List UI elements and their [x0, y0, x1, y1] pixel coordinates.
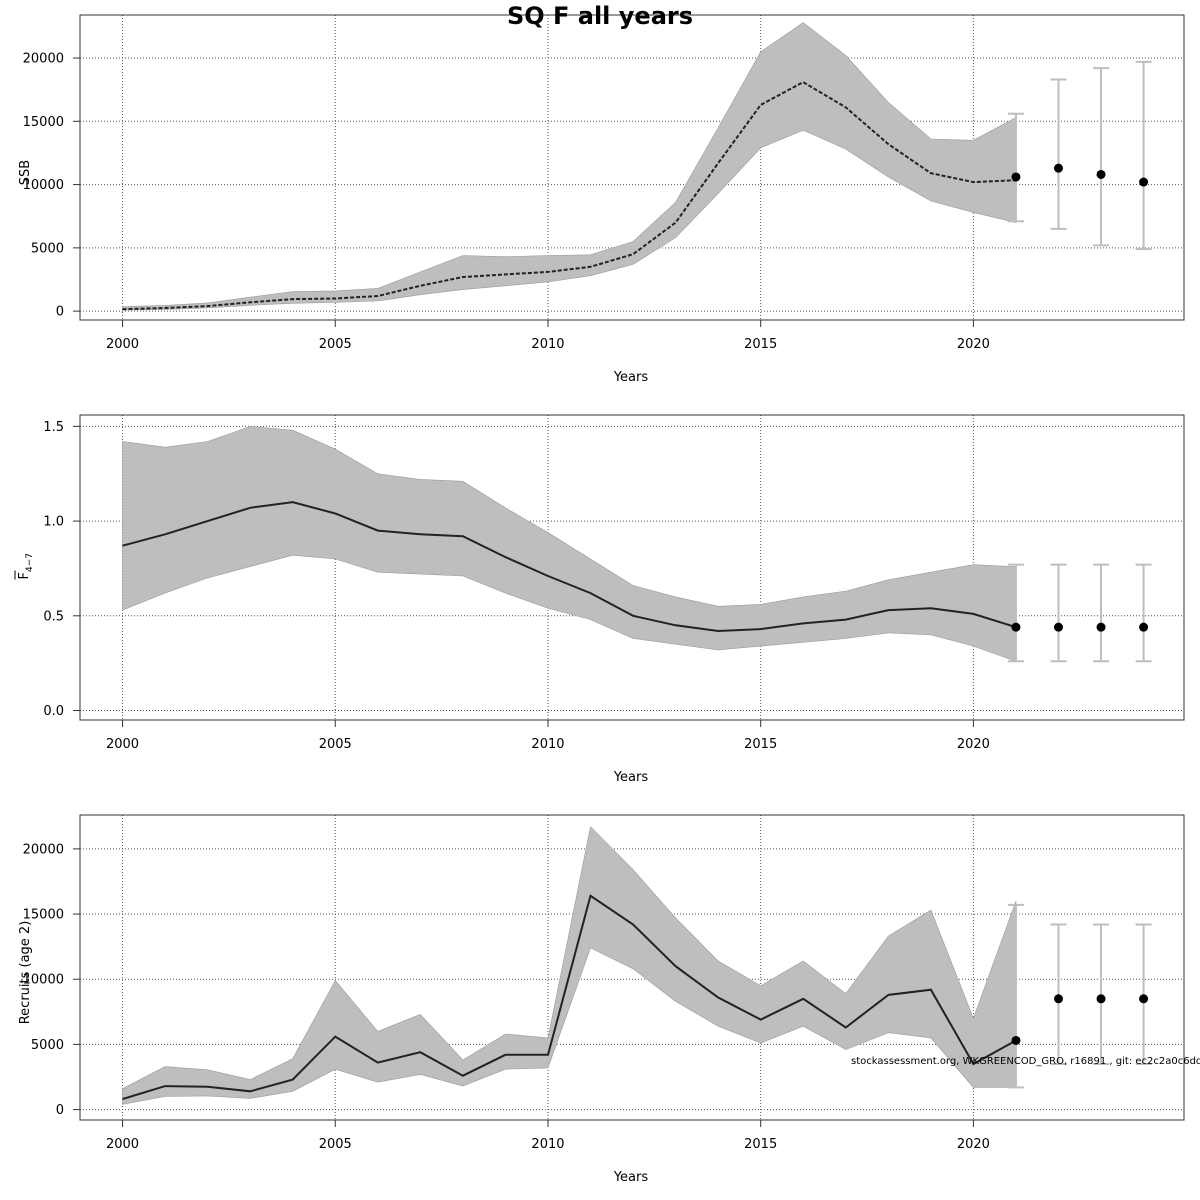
- source-footnote: stockassessment.org, WKGREENCOD_GRO, r16…: [851, 1056, 1200, 1067]
- chart-panel-3: 2000 2005 2010 2015 2020 0 5000 10000 15000 20000…: [18, 814, 1185, 1185]
- plot-frame: [79, 14, 1185, 321]
- forecast-point: [1053, 994, 1063, 1004]
- y-tick-label: 20000: [23, 52, 64, 67]
- forecast-point: [1096, 622, 1106, 632]
- plot-frame: [79, 414, 1185, 721]
- y-tick-label: 15000: [23, 908, 64, 923]
- y-tick-label: 0: [56, 305, 64, 320]
- plot-frame: [79, 814, 1185, 1121]
- confidence-band: [122, 22, 1017, 311]
- y-tick-label: 1.0: [43, 515, 64, 530]
- x-tick-label: 2005: [319, 337, 352, 352]
- forecast-point: [1139, 177, 1149, 187]
- y-tick-label: 0: [56, 1103, 64, 1118]
- x-tick-label: 2020: [957, 337, 990, 352]
- x-tick-label: 2000: [106, 737, 139, 752]
- forecast-point: [1011, 172, 1021, 182]
- y-tick-label: 5000: [31, 241, 64, 256]
- forecast-point: [1011, 622, 1021, 632]
- x-tick-label: 2000: [106, 337, 139, 352]
- chart-panel-2: 2000 2005 2010 2015 2020 0.0 0.5 1.0 1.5 Years F4−…: [14, 414, 1185, 785]
- estimate-line: [122, 894, 1017, 1101]
- figure-title: SQ F all years: [507, 2, 693, 30]
- forecast-point: [1139, 994, 1149, 1004]
- x-tick-label: 2005: [319, 1137, 352, 1152]
- x-tick-label: 2010: [531, 737, 564, 752]
- y-tick-label: 0.5: [43, 609, 64, 624]
- y-tick-label: 5000: [31, 1038, 64, 1053]
- y-tick-label: 10000: [23, 973, 64, 988]
- x-tick-label: 2020: [957, 737, 990, 752]
- y-axis-title: F4−7: [17, 553, 35, 579]
- x-tick-label: 2015: [744, 1137, 777, 1152]
- y-axis-title-main: F: [17, 572, 32, 579]
- y-tick-label: 20000: [23, 842, 64, 857]
- forecast-point: [1053, 622, 1063, 632]
- x-tick-label: 2010: [531, 1137, 564, 1152]
- forecast-point: [1096, 994, 1106, 1004]
- y-tick-label: 15000: [23, 115, 64, 130]
- x-tick-label: 2000: [106, 1137, 139, 1152]
- x-tick-label: 2015: [744, 337, 777, 352]
- forecast-point: [1011, 1035, 1021, 1045]
- y-tick-label: 0.0: [43, 704, 64, 719]
- chart-panel-1: 2000 2005 2010 2015 2020 0 5000 10000 15000 20000…: [18, 14, 1185, 385]
- y-axis-title: Recruits (age 2): [18, 921, 33, 1025]
- x-axis-title: Years: [613, 1170, 649, 1185]
- forecast-point: [1096, 169, 1106, 179]
- x-axis-title: Years: [613, 770, 649, 785]
- y-axis-title-subscript: 4−7: [25, 553, 35, 572]
- x-tick-label: 2015: [744, 737, 777, 752]
- forecast-point: [1139, 622, 1149, 632]
- y-tick-label: 10000: [23, 178, 64, 193]
- x-tick-label: 2005: [319, 737, 352, 752]
- x-tick-label: 2020: [957, 1137, 990, 1152]
- panels-group: 2000 2005 2010 2015 202005000100001500020000…: [14, 14, 1185, 1185]
- y-tick-label: 1.5: [43, 420, 64, 435]
- x-tick-label: 2010: [531, 337, 564, 352]
- estimate-line: [122, 501, 1017, 633]
- x-axis-title: Years: [613, 370, 649, 385]
- y-axis-title: SSB: [18, 160, 33, 185]
- forecast-point: [1053, 163, 1063, 173]
